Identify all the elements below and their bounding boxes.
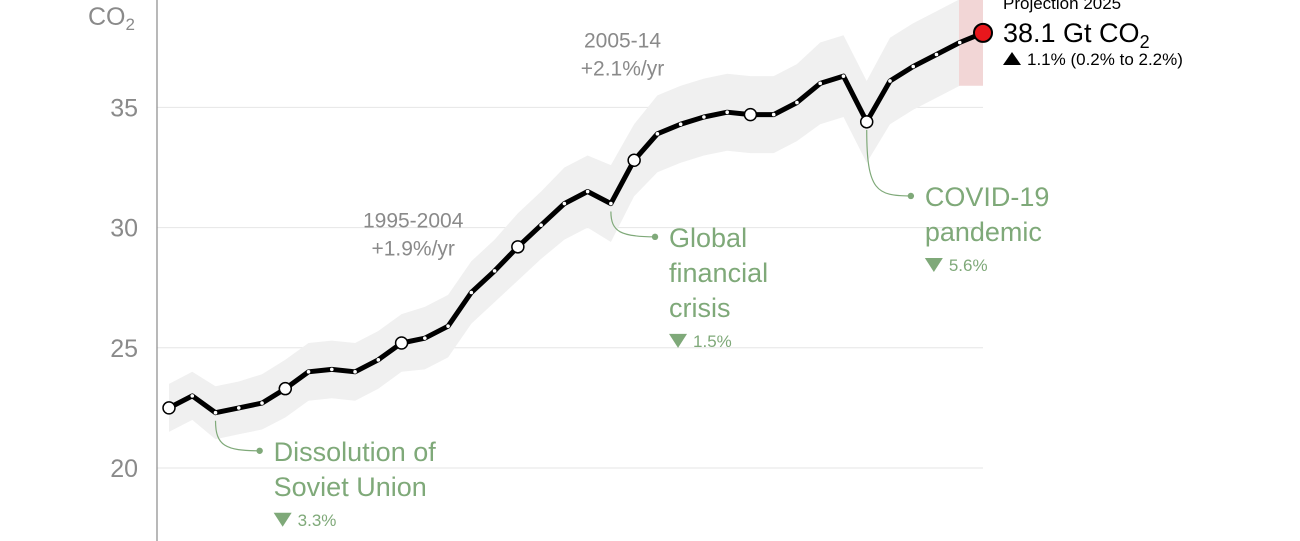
point-1999: [376, 358, 381, 362]
point-2012: [678, 122, 683, 127]
point-1994: [260, 401, 264, 405]
projection-label: Projection 2025: [1003, 0, 1121, 13]
event-leader-dot-1: [651, 233, 659, 241]
point-1990: [162, 401, 176, 415]
event-leader-2: [866, 129, 911, 197]
point-1997: [330, 367, 334, 372]
point-2006: [539, 223, 543, 227]
point-2019: [841, 74, 846, 78]
point-1996: [306, 370, 311, 374]
y-tick-35: 35: [110, 94, 138, 122]
event-label-2: COVID-19 pandemic: [925, 182, 1050, 247]
period-annotation-0: 1995-2004 +1.9%/yr: [363, 210, 464, 261]
point-1992: [213, 410, 218, 415]
point-2000: [394, 336, 409, 350]
up-triangle-icon: [1003, 52, 1021, 65]
point-1993: [236, 406, 241, 410]
point-1991: [190, 394, 195, 398]
projection-change: 1.1% (0.2% to 2.2%): [1027, 50, 1183, 69]
point-2015: [743, 107, 758, 122]
point-2017: [795, 100, 799, 105]
event-pct-2: 5.6%: [949, 256, 988, 275]
y-tick-labels: 20 25 30 35: [110, 94, 138, 483]
point-2014: [725, 110, 729, 115]
event-leader-dot-2: [907, 192, 915, 200]
point-1995: [278, 381, 293, 396]
point-2004: [492, 269, 497, 273]
point-2011: [655, 132, 660, 136]
point-2008: [585, 189, 590, 194]
point-2021: [888, 79, 892, 83]
period-annotation-1: 2005-14 +2.1%/yr: [581, 29, 664, 80]
down-triangle-icon: [669, 333, 688, 348]
event-annotations: Dissolution of Soviet Union 3.3% Global fina…: [214, 129, 1050, 530]
down-triangle-icon: [924, 257, 943, 272]
point-2016: [771, 112, 776, 117]
point-2009: [609, 201, 613, 206]
uncertainty-band: [169, 0, 983, 440]
down-triangle-icon: [273, 512, 292, 527]
event-pct-1: 1.5%: [693, 332, 732, 351]
point-2018: [818, 81, 822, 86]
point-2013: [702, 115, 706, 119]
emissions-series: [162, 30, 986, 416]
uncertainty-band-area: [169, 0, 983, 440]
point-2007: [562, 201, 567, 206]
point-2003: [469, 290, 474, 295]
point-2020: [859, 115, 874, 129]
event-label-0: Dissolution of Soviet Union: [274, 437, 437, 502]
y-tick-25: 25: [110, 335, 138, 363]
event-leader-dot-0: [256, 447, 263, 454]
point-2001: [423, 336, 427, 340]
y-tick-20: 20: [110, 455, 138, 483]
y-tick-30: 30: [110, 215, 138, 243]
projection-point: [973, 22, 993, 43]
projection-value: 38.1 Gt CO2: [1003, 18, 1150, 52]
point-2023: [934, 52, 939, 57]
event-pct-0: 3.3%: [298, 511, 337, 530]
point-2010: [627, 153, 641, 168]
y-axis-label: CO2: [88, 3, 135, 34]
point-2002: [446, 324, 450, 328]
point-1998: [353, 370, 357, 374]
point-2024: [957, 40, 962, 45]
event-leader-0: [214, 420, 260, 452]
point-2005: [511, 240, 525, 254]
event-label-1: Global financial crisis: [669, 223, 768, 323]
point-2022: [911, 64, 916, 69]
emissions-line: [166, 30, 986, 416]
event-leader-1: [610, 211, 656, 238]
